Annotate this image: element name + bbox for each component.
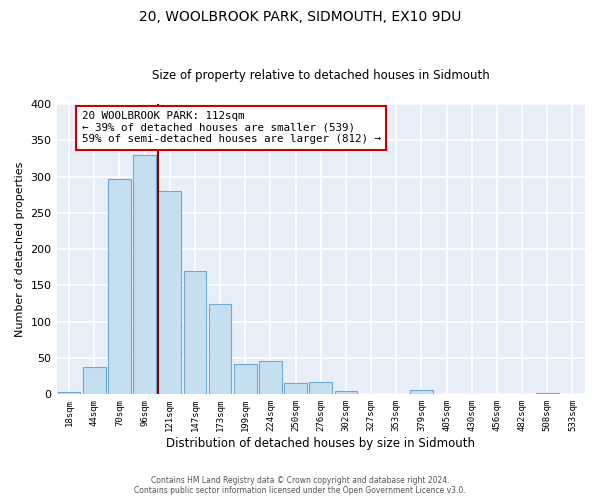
Bar — [284, 382, 307, 394]
Bar — [158, 191, 181, 394]
Bar — [536, 393, 559, 394]
Bar — [108, 180, 131, 394]
Y-axis label: Number of detached properties: Number of detached properties — [15, 162, 25, 337]
Bar — [83, 368, 106, 394]
Bar — [335, 390, 357, 394]
Bar — [58, 392, 80, 394]
Text: 20, WOOLBROOK PARK, SIDMOUTH, EX10 9DU: 20, WOOLBROOK PARK, SIDMOUTH, EX10 9DU — [139, 10, 461, 24]
Bar — [234, 364, 257, 394]
Text: 20 WOOLBROOK PARK: 112sqm
← 39% of detached houses are smaller (539)
59% of semi: 20 WOOLBROOK PARK: 112sqm ← 39% of detac… — [82, 112, 381, 144]
Bar — [184, 271, 206, 394]
Bar — [133, 155, 156, 394]
Title: Size of property relative to detached houses in Sidmouth: Size of property relative to detached ho… — [152, 69, 490, 82]
X-axis label: Distribution of detached houses by size in Sidmouth: Distribution of detached houses by size … — [166, 437, 475, 450]
Bar — [209, 304, 232, 394]
Bar — [259, 361, 282, 394]
Bar — [410, 390, 433, 394]
Text: Contains HM Land Registry data © Crown copyright and database right 2024.
Contai: Contains HM Land Registry data © Crown c… — [134, 476, 466, 495]
Bar — [310, 382, 332, 394]
